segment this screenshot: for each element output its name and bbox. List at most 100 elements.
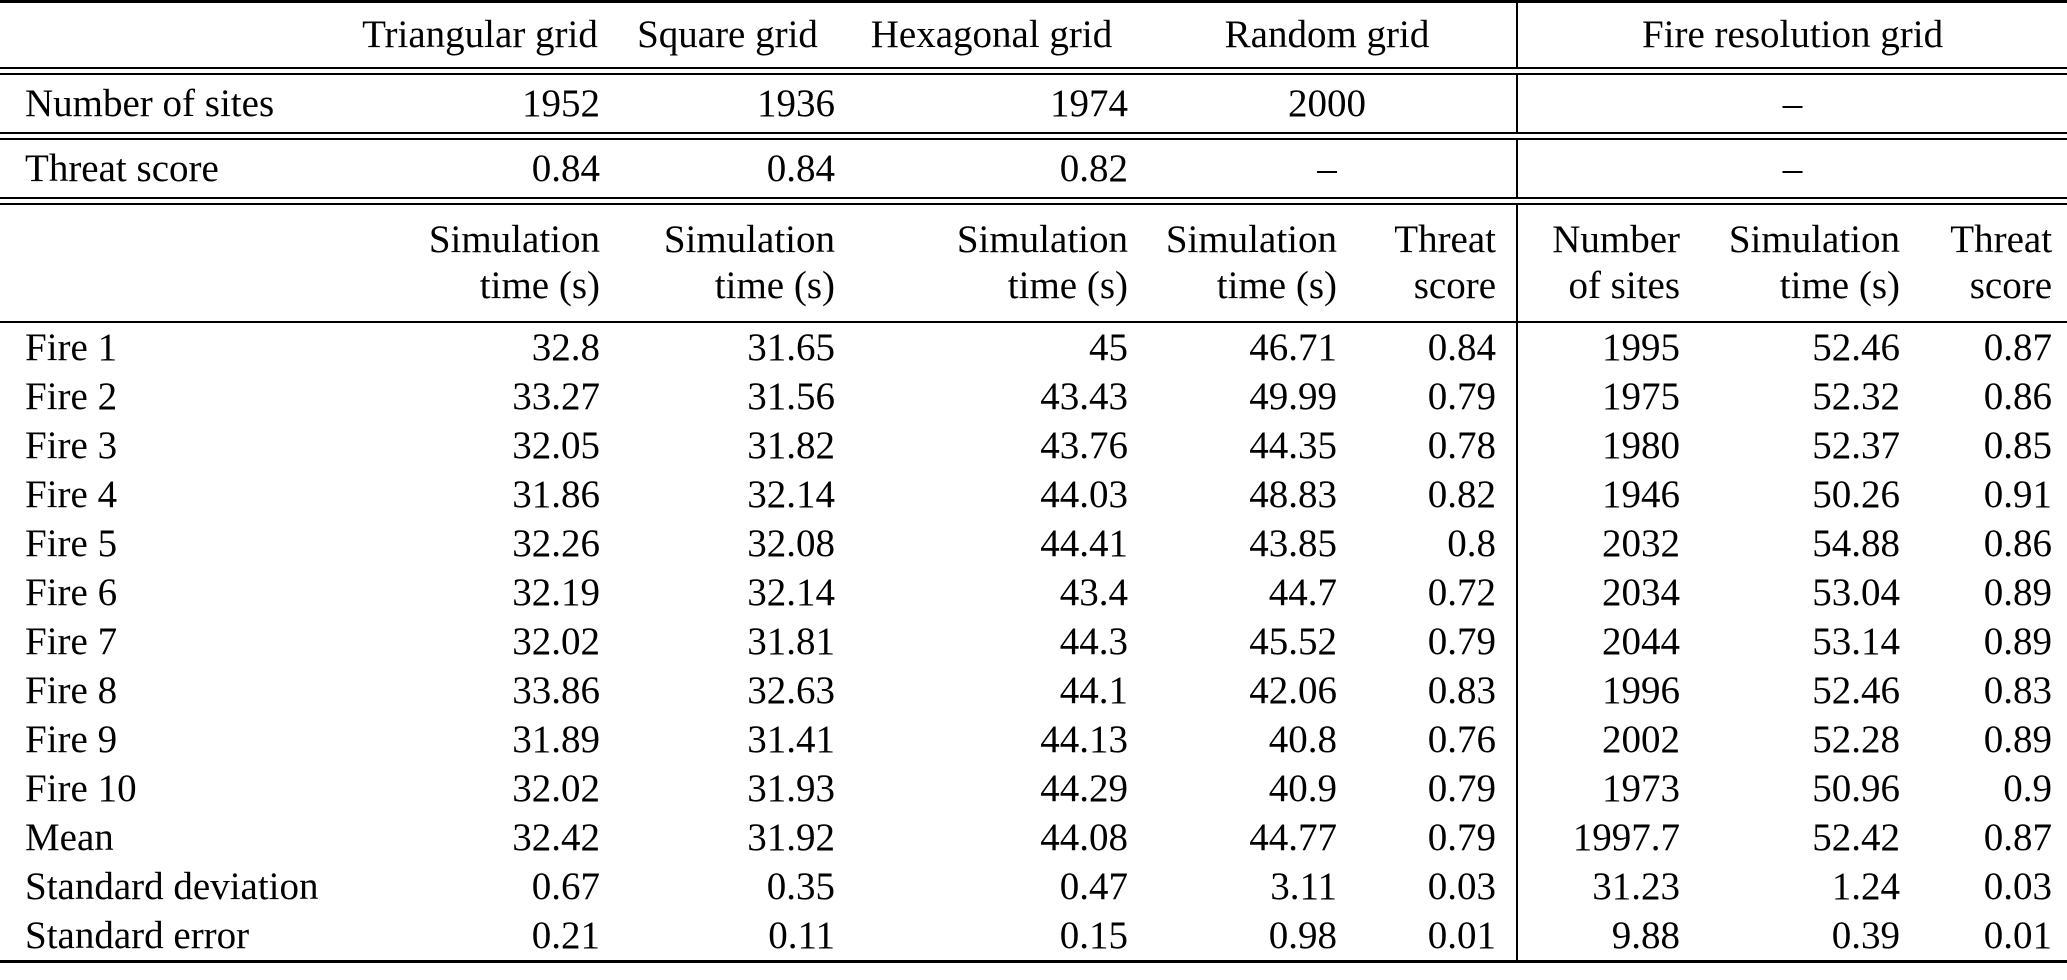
cell-fr-threat-score: 0.86 [1983, 521, 2053, 565]
subheader-threat-score: Threat score [1347, 203, 1519, 323]
cell-hexagonal-time: 44.1 [1059, 668, 1128, 712]
cell-fr-time: 52.46 [1812, 325, 1901, 369]
table-row: Fire 7 32.02 31.81 44.3 45.52 0.79 2044 … [0, 617, 2067, 666]
cell-hexagonal-time: 44.13 [1040, 717, 1128, 761]
cell-square-time: 31.56 [747, 374, 835, 418]
subheader-simulation-time: Simulation time (s) [350, 203, 610, 323]
cell-square-time: 31.65 [747, 325, 835, 369]
cell-fr-threat-score: 0.83 [1983, 668, 2053, 712]
cell-random-sites: 2000 [1138, 73, 1519, 134]
table-row: Mean 32.42 31.92 44.08 44.77 0.79 1997.7… [0, 813, 2067, 862]
cell-fr-threat-score: 0.89 [1983, 619, 2053, 663]
cell-triangular-time: 32.26 [512, 521, 600, 565]
row-label: Fire 8 [25, 668, 118, 712]
group-header-row: Triangular grid Square grid Hexagonal gr… [0, 3, 2067, 69]
cell-triangular-time: 32.42 [512, 815, 600, 859]
cell-random-time: 48.83 [1249, 472, 1337, 516]
table-row: Fire 9 31.89 31.41 44.13 40.8 0.76 2002 … [0, 715, 2067, 764]
row-label: Fire 4 [25, 472, 118, 516]
cell-square-time: 31.81 [747, 619, 835, 663]
cell-square-time: 31.93 [747, 766, 835, 810]
cell-square-time: 32.08 [747, 521, 835, 565]
cell-random-time: 0.98 [1268, 913, 1337, 957]
cell-fr-number-of-sites: 2044 [1602, 619, 1681, 663]
cell-triangular-time: 31.86 [512, 472, 600, 516]
cell-random-time: 42.06 [1249, 668, 1337, 712]
cell-hexagonal-threat: 0.82 [845, 138, 1138, 199]
subheader-simulation-time: Simulation time (s) [610, 203, 845, 323]
row-label: Fire 9 [25, 717, 118, 761]
cell-triangular-threat: 0.84 [350, 138, 610, 199]
table-row: Fire 4 31.86 32.14 44.03 48.83 0.82 1946… [0, 470, 2067, 519]
cell-fr-time: 52.37 [1812, 423, 1901, 467]
cell-fr-threat-score: 0.9 [2003, 766, 2053, 810]
cell-hexagonal-time: 43.76 [1040, 423, 1128, 467]
cell-random-threat-score: 0.79 [1347, 617, 1519, 666]
cell-fr-threat-dash: – [1518, 138, 2067, 199]
cell-fr-number-of-sites: 2032 [1602, 521, 1681, 565]
cell-fr-threat-score: 0.87 [1983, 325, 2053, 369]
cell-hexagonal-time: 44.29 [1040, 766, 1128, 810]
cell-random-time: 46.71 [1249, 325, 1337, 369]
cell-fr-number-of-sites: 1975 [1602, 374, 1681, 418]
row-label: Mean [25, 815, 114, 859]
cell-fr-number-of-sites: 1996 [1602, 668, 1681, 712]
table-row: Fire 5 32.26 32.08 44.41 43.85 0.8 2032 … [0, 519, 2067, 568]
cell-fr-number-of-sites: 1980 [1602, 423, 1681, 467]
cell-square-sites: 1936 [610, 73, 845, 134]
cell-triangular-time: 31.89 [512, 717, 600, 761]
cell-fr-number-of-sites: 1973 [1602, 766, 1681, 810]
cell-fr-number-of-sites: 1995 [1602, 325, 1681, 369]
cell-square-time: 31.92 [747, 815, 835, 859]
col-header-triangular-grid: Triangular grid [350, 3, 610, 69]
table-row: Fire 10 32.02 31.93 44.29 40.9 0.79 1973… [0, 764, 2067, 813]
cell-triangular-time: 32.02 [512, 619, 600, 663]
cell-fr-sites-dash: – [1518, 73, 2067, 134]
cell-random-threat-score: 0.01 [1347, 911, 1519, 960]
cell-fr-number-of-sites: 31.23 [1592, 864, 1681, 908]
subheader-threat-score: Threat score [1910, 203, 2067, 323]
subheader-simulation-time: Simulation time (s) [845, 203, 1138, 323]
cell-fr-number-of-sites: 1946 [1602, 472, 1681, 516]
table-row: Fire 8 33.86 32.63 44.1 42.06 0.83 1996 … [0, 666, 2067, 715]
col-header-hexagonal-grid: Hexagonal grid [845, 3, 1138, 69]
row-label: Fire 2 [25, 374, 118, 418]
cell-triangular-time: 32.02 [512, 766, 600, 810]
cell-fr-threat-score: 0.89 [1983, 570, 2053, 614]
cell-fr-number-of-sites: 1997.7 [1572, 815, 1681, 859]
cell-fr-threat-score: 0.03 [1983, 864, 2053, 908]
cell-random-threat-score: 0.84 [1347, 323, 1519, 372]
cell-hexagonal-time: 44.08 [1040, 815, 1128, 859]
row-label: Standard deviation [25, 864, 319, 908]
cell-random-threat-score: 0.03 [1347, 862, 1519, 911]
cell-fr-number-of-sites: 9.88 [1611, 913, 1681, 957]
cell-random-time: 44.7 [1268, 570, 1337, 614]
cell-random-time: 44.35 [1249, 423, 1337, 467]
cell-random-time: 44.77 [1249, 815, 1337, 859]
cell-random-time: 40.8 [1268, 717, 1337, 761]
cell-fr-time: 1.24 [1831, 864, 1901, 908]
cell-square-time: 32.14 [747, 570, 835, 614]
row-label: Number of sites [0, 73, 350, 134]
cell-hexagonal-time: 43.43 [1040, 374, 1128, 418]
cell-random-time: 49.99 [1249, 374, 1337, 418]
cell-fr-time: 52.42 [1812, 815, 1901, 859]
cell-hexagonal-time: 44.3 [1059, 619, 1128, 663]
cell-triangular-time: 0.21 [531, 913, 600, 957]
cell-random-threat-score: 0.82 [1347, 470, 1519, 519]
row-label: Fire 7 [25, 619, 118, 663]
cell-fr-threat-score: 0.85 [1983, 423, 2053, 467]
cell-fr-time: 52.32 [1812, 374, 1901, 418]
cell-random-threat-score: 0.79 [1347, 813, 1519, 862]
row-label: Fire 1 [25, 325, 118, 369]
cell-fr-time: 53.04 [1812, 570, 1901, 614]
cell-random-threat-score: 0.79 [1347, 764, 1519, 813]
cell-fr-time: 0.39 [1831, 913, 1901, 957]
cell-hexagonal-time: 44.03 [1040, 472, 1128, 516]
row-label: Fire 10 [25, 766, 137, 810]
col-header-random-grid: Random grid [1138, 3, 1519, 69]
cell-triangular-time: 32.19 [512, 570, 600, 614]
cell-fr-threat-score: 0.86 [1983, 374, 2053, 418]
